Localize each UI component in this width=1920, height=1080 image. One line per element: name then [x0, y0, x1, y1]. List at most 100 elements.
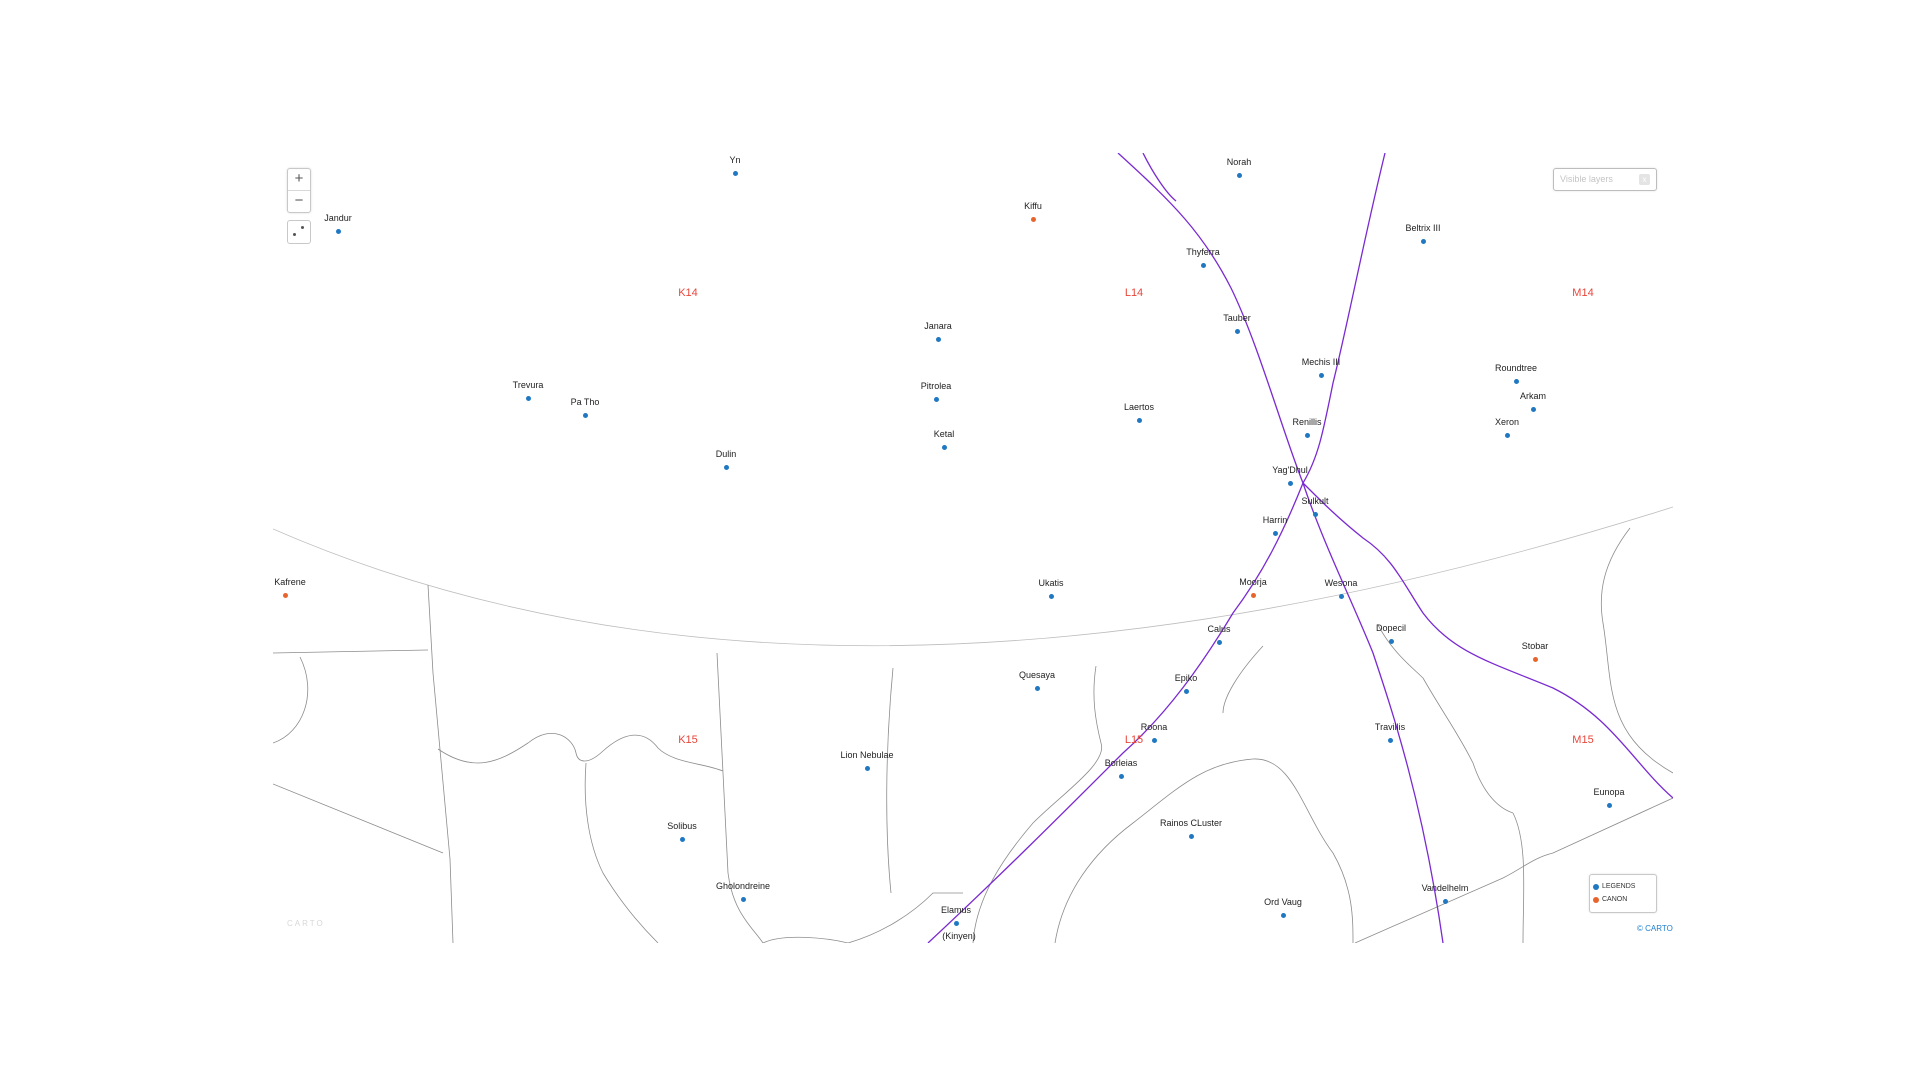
legend-label: CANON	[1602, 896, 1628, 903]
planet-label: Yn	[729, 155, 741, 165]
canon-swatch-icon	[1593, 897, 1599, 903]
clear-layers-button[interactable]: x	[1639, 174, 1650, 185]
galaxy-map[interactable]: Yn Norah Kiffu Jandur Thyferra Beltrix III Tau…	[273, 153, 1673, 943]
planet-label: Rainos CLuster	[1159, 818, 1223, 828]
planet-dot-icon[interactable]	[1387, 737, 1393, 743]
legend-item-canon: CANON	[1593, 896, 1628, 903]
planet-label: Solibus	[667, 821, 697, 831]
sector-border	[716, 652, 764, 943]
grid-square-label: L14	[1124, 287, 1144, 299]
planet-label: Ukatis	[1038, 578, 1064, 588]
planet-dot-icon[interactable]	[933, 396, 939, 402]
sector-borders	[273, 506, 1673, 943]
planet-dot-icon[interactable]	[1513, 378, 1519, 384]
planet-dot-icon[interactable]	[953, 920, 959, 926]
planet-dot-icon[interactable]	[1188, 833, 1194, 839]
planet-label: Ketal	[933, 429, 955, 439]
planet-dot-icon[interactable]	[1312, 511, 1318, 517]
sector-border	[1512, 812, 1525, 943]
planet-dot-icon[interactable]	[732, 170, 738, 176]
planet-dot-icon[interactable]	[1606, 802, 1612, 808]
planet-dot-icon[interactable]	[1420, 238, 1426, 244]
carto-logo: CARTO	[287, 919, 325, 928]
sector-border	[1054, 758, 1354, 943]
planet-label: Yag'Dhul	[1272, 465, 1308, 475]
route-trade-side	[1302, 482, 1673, 799]
planet-label: Laertos	[1123, 402, 1155, 412]
planet-label: Kiffu	[1024, 201, 1042, 211]
planet-dot-icon[interactable]	[1250, 592, 1256, 598]
planet-dot-icon[interactable]	[679, 836, 685, 842]
carto-attribution-link[interactable]: © CARTO	[1637, 924, 1673, 933]
planet-label: Tauber	[1223, 313, 1251, 323]
planet-label: Calus	[1207, 624, 1231, 634]
planet-dot-icon[interactable]	[282, 592, 288, 598]
planet-dot-icon[interactable]	[1530, 406, 1536, 412]
sector-border	[437, 732, 724, 772]
planet-dot-icon[interactable]	[1200, 262, 1206, 268]
planet-dot-icon[interactable]	[1388, 638, 1394, 644]
planet-dot-icon[interactable]	[1048, 593, 1054, 599]
grid-square-label: K15	[678, 734, 698, 746]
planet-label: Dopecil	[1375, 623, 1407, 633]
planet-label: Trevura	[512, 380, 544, 390]
visible-layers-select[interactable]: Visible layers x	[1553, 168, 1657, 191]
planet-dot-icon[interactable]	[1183, 688, 1189, 694]
planet-dot-icon[interactable]	[1442, 898, 1448, 904]
planet-label: Beltrix III	[1405, 223, 1441, 233]
planet-label: Elamus	[940, 905, 972, 915]
planet-dot-icon[interactable]	[1216, 639, 1222, 645]
sector-border	[1600, 527, 1673, 774]
planet-label: Pa Tho	[570, 397, 600, 407]
planet-label: Arkam	[1519, 391, 1547, 401]
planet-label: Pitrolea	[920, 381, 952, 391]
legend-item-legends: LEGENDS	[1593, 883, 1636, 890]
planet-label: Xeron	[1494, 417, 1520, 427]
grid-square-label: M14	[1572, 287, 1594, 299]
legends-swatch-icon	[1593, 884, 1599, 890]
legend-label: LEGENDS	[1602, 883, 1636, 890]
planet-label: Roona	[1140, 722, 1168, 732]
region-arc-border	[273, 506, 1673, 647]
planet-label: Eunopa	[1593, 787, 1625, 797]
planet-dot-icon[interactable]	[1234, 328, 1240, 334]
planet-dot-icon[interactable]	[935, 336, 941, 342]
planet-dot-icon[interactable]	[723, 464, 729, 470]
planet-dot-icon[interactable]	[1532, 656, 1538, 662]
planet-label: Gholondreine	[715, 881, 771, 891]
planet-label: Stobar	[1521, 641, 1549, 651]
planet-label: Roundtree	[1494, 363, 1538, 373]
planet-dot-icon[interactable]	[1280, 912, 1286, 918]
sector-border	[427, 584, 454, 943]
planet-label: Jandur	[324, 213, 352, 223]
planet-dot-icon[interactable]	[1030, 216, 1036, 222]
fit-bounds-icon-dot	[301, 226, 304, 229]
planet-dot-icon[interactable]	[582, 412, 588, 418]
planet-dot-icon[interactable]	[1136, 417, 1142, 423]
visible-layers-placeholder: Visible layers	[1560, 174, 1613, 184]
planet-dot-icon[interactable]	[1287, 480, 1293, 486]
planet-dot-icon[interactable]	[941, 444, 947, 450]
planet-label: Wesona	[1324, 578, 1358, 588]
planet-dot-icon[interactable]	[1318, 372, 1324, 378]
planet-dot-icon[interactable]	[1338, 593, 1344, 599]
grid-square-label: M15	[1572, 734, 1594, 746]
planet-dot-icon[interactable]	[335, 228, 341, 234]
planet-dot-icon[interactable]	[525, 395, 531, 401]
planet-dot-icon[interactable]	[864, 765, 870, 771]
route-trade	[927, 153, 1386, 943]
sector-border	[584, 762, 659, 943]
planet-dot-icon[interactable]	[1034, 685, 1040, 691]
hyperspace-routes	[927, 153, 1673, 943]
planet-dot-icon[interactable]	[1236, 172, 1242, 178]
planet-dot-icon[interactable]	[1504, 432, 1510, 438]
zoom-in-button[interactable]: +	[288, 169, 310, 191]
planet-dot-icon[interactable]	[1151, 737, 1157, 743]
fit-bounds-button[interactable]	[287, 220, 311, 244]
planet-dot-icon[interactable]	[1304, 432, 1310, 438]
planet-dot-icon[interactable]	[1118, 773, 1124, 779]
planet-dot-icon[interactable]	[1272, 530, 1278, 536]
planet-dot-icon[interactable]	[740, 896, 746, 902]
zoom-out-button[interactable]: −	[294, 192, 304, 209]
sector-border	[273, 656, 309, 744]
